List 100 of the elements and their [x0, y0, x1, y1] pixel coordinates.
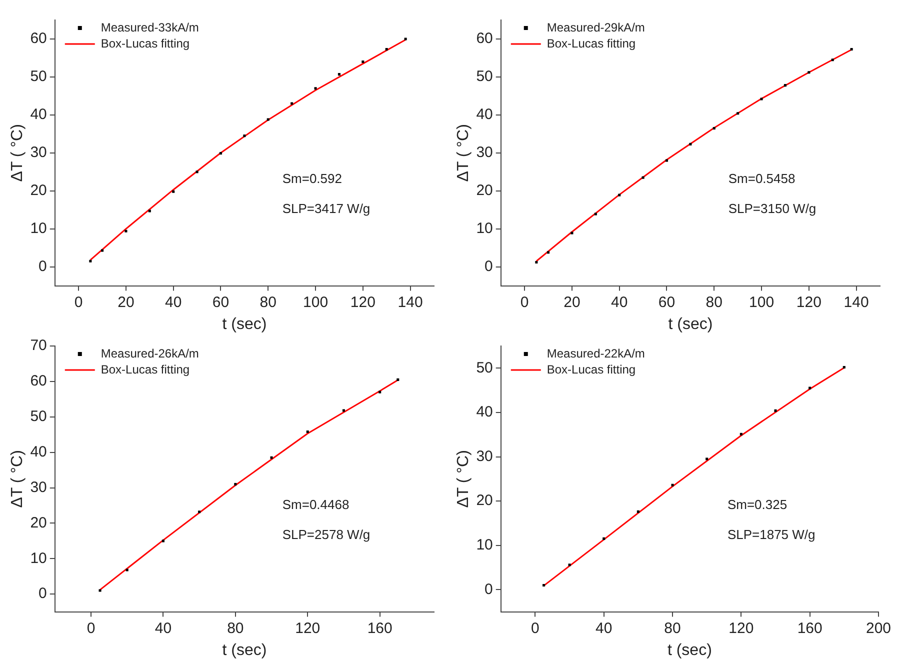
annotation: SLP=3417 W/g	[282, 201, 370, 216]
point	[602, 537, 606, 540]
x-axis-title: t (sec)	[222, 316, 267, 333]
y-tick-label: 10	[476, 220, 493, 237]
y-tick-label: 40	[30, 443, 47, 460]
y-tick-label: 10	[30, 550, 47, 567]
point	[234, 482, 237, 486]
y-tick-label: 30	[30, 478, 47, 496]
x-tick-label: 0	[520, 294, 529, 311]
x-tick-label: 100	[303, 294, 328, 311]
x-tick-label: 0	[86, 620, 96, 637]
point	[219, 152, 222, 155]
y-axis-title: ΔT ( °C)	[9, 450, 26, 508]
y-tick-label: 10	[476, 536, 493, 554]
annotation: SLP=2578 W/g	[282, 527, 370, 542]
x-tick-label: 40	[596, 620, 612, 637]
point	[266, 118, 270, 121]
point	[568, 564, 571, 566]
x-tick-label: 140	[398, 294, 423, 311]
point	[642, 176, 644, 179]
legend-label: Measured-33kA/m	[100, 20, 199, 34]
x-tick-label: 60	[658, 294, 676, 311]
point	[570, 232, 574, 234]
point	[270, 456, 273, 459]
y-tick-label: 0	[484, 580, 493, 598]
point	[774, 409, 777, 412]
point	[124, 230, 128, 232]
point	[808, 71, 810, 74]
legend-label: Box-Lucas fitting	[100, 36, 190, 50]
y-axis-title: ΔT ( °C)	[455, 124, 472, 182]
y-tick-label: 20	[30, 182, 47, 200]
x-tick-label: 120	[728, 620, 754, 637]
y-tick-label: 60	[476, 30, 493, 48]
x-tick-label: 100	[749, 294, 774, 311]
y-axis-title: ΔT ( °C)	[9, 124, 26, 182]
x-tick-label: 120	[295, 620, 320, 637]
point	[618, 194, 621, 196]
x-tick-label: 0	[74, 294, 83, 311]
point	[850, 48, 853, 51]
point	[706, 458, 708, 460]
annotation: SLP=1875 W/g	[727, 527, 816, 542]
point	[760, 98, 763, 100]
y-tick-label: 40	[476, 404, 493, 421]
annotation: Sm=0.592	[282, 171, 342, 186]
y-tick-label: 30	[476, 448, 493, 465]
annotation: Sm=0.325	[727, 497, 788, 512]
y-tick-label: 50	[476, 359, 493, 376]
y-tick-label: 0	[38, 258, 47, 275]
point	[196, 170, 198, 174]
legend-label: Measured-29kA/m	[546, 20, 645, 34]
x-tick-label: 40	[154, 620, 172, 637]
x-tick-label: 80	[227, 620, 244, 637]
point	[712, 126, 716, 130]
point	[172, 190, 175, 193]
y-tick-label: 70	[30, 337, 47, 354]
x-tick-label: 160	[367, 620, 392, 637]
x-axis-title: t (sec)	[668, 316, 713, 333]
point	[126, 568, 128, 572]
y-tick-label: 40	[30, 106, 47, 124]
point	[740, 432, 742, 436]
legend-label: Measured-22kA/m	[546, 346, 645, 360]
point	[542, 584, 546, 586]
point	[404, 38, 407, 40]
point	[636, 510, 640, 513]
y-tick-label: 60	[30, 372, 47, 390]
point	[342, 409, 346, 412]
y-tick-label: 0	[484, 258, 493, 275]
point	[290, 102, 294, 105]
point	[101, 249, 104, 252]
y-tick-label: 10	[30, 220, 47, 237]
x-tick-label: 60	[212, 294, 230, 311]
x-tick-label: 160	[797, 620, 822, 637]
point	[198, 510, 201, 514]
y-tick-label: 40	[476, 106, 493, 124]
point	[89, 260, 92, 262]
point	[338, 73, 340, 76]
point	[362, 60, 364, 64]
point	[314, 87, 317, 90]
y-tick-label: 0	[38, 585, 47, 602]
x-tick-label: 40	[611, 294, 628, 311]
annotation: Sm=0.5458	[728, 171, 796, 186]
point	[535, 260, 538, 264]
x-tick-label: 120	[796, 294, 822, 311]
point	[547, 251, 550, 254]
point	[808, 386, 812, 390]
x-axis-title: t (sec)	[222, 642, 267, 659]
point	[98, 589, 102, 592]
x-tick-label: 140	[844, 294, 869, 311]
point	[842, 366, 846, 369]
point	[396, 378, 400, 381]
x-tick-label: 40	[165, 294, 182, 311]
y-tick-label: 50	[30, 68, 47, 86]
point	[162, 540, 164, 542]
y-tick-label: 20	[30, 514, 47, 532]
y-axis-title: ΔT ( °C)	[455, 450, 472, 508]
y-tick-label: 20	[476, 492, 493, 510]
x-tick-label: 20	[118, 294, 134, 311]
x-tick-label: 0	[531, 620, 540, 637]
legend-label: Box-Lucas fitting	[100, 362, 190, 376]
x-axis-title: t (sec)	[667, 642, 712, 659]
